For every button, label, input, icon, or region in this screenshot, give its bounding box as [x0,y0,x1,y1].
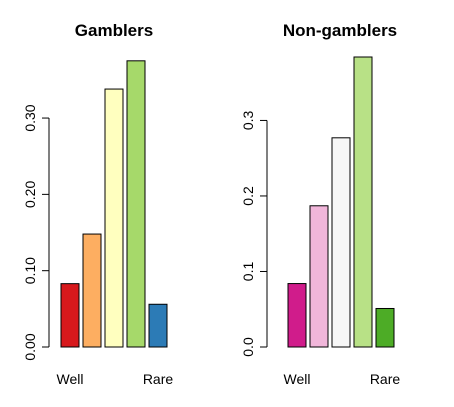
chart-panel-1: Gamblers 0.00 0.10 0.20 0.30 Well Rare [22,21,173,387]
bar [126,60,146,348]
chart-panel-2: Non-gamblers 0.0 0.1 0.2 0.3 Well Rare [240,21,400,387]
y-tick-label: 0.3 [240,110,256,130]
x-category-label: Well [57,371,84,387]
y-tick-label: 0.1 [240,262,256,282]
bar [353,56,373,348]
bar [375,307,395,348]
bar [148,303,168,348]
bar [104,88,124,348]
bar [287,283,307,348]
bar [309,205,329,348]
y-tick-label: 0.10 [22,257,38,284]
bar [82,233,102,348]
bar [331,137,351,348]
y-tick-label: 0.2 [240,186,256,206]
x-category-label: Rare [370,371,401,387]
y-tick-label: 0.00 [22,333,38,360]
chart-title: Gamblers [75,21,153,40]
y-tick-label: 0.20 [22,181,38,208]
x-category-label: Well [284,371,311,387]
bar [60,283,80,348]
chart-title: Non-gamblers [283,21,397,40]
y-tick-label: 0.30 [22,104,38,131]
y-tick-label: 0.0 [240,337,256,357]
x-category-label: Rare [143,371,174,387]
